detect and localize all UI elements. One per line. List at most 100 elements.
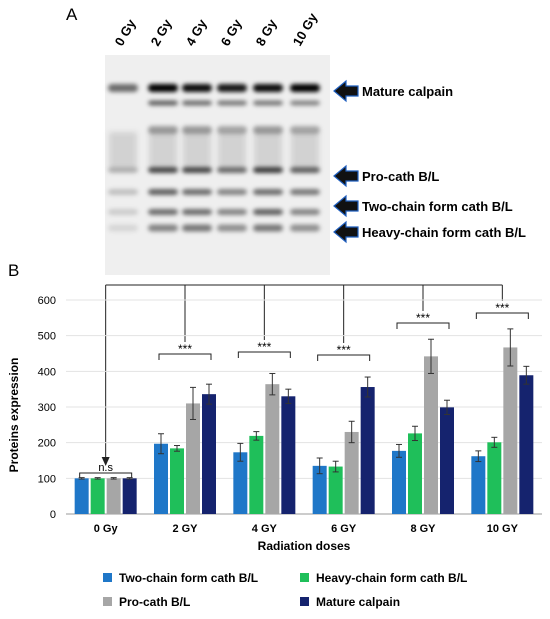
lane-labels: 0 Gy 2 Gy 4 Gy 6 Gy 8 Gy 10 Gy (112, 10, 321, 49)
significance-bracket (317, 354, 371, 361)
lane-label: 8 Gy (253, 16, 280, 49)
y-tick-label: 100 (38, 473, 56, 485)
band-label: Mature calpain (362, 84, 453, 99)
legend-label: Mature calpain (316, 595, 400, 609)
bar (90, 478, 105, 514)
bar (170, 448, 184, 514)
x-tick-label: 0 Gy (94, 523, 119, 535)
significance-label: *** (495, 301, 509, 315)
panel-a-label: A (66, 5, 78, 24)
blot-band (217, 100, 247, 106)
x-axis-label: Radiation doses (258, 539, 351, 553)
bar (487, 442, 502, 514)
y-tick-label: 600 (38, 295, 56, 307)
bar (74, 478, 89, 514)
legend-swatch (103, 573, 112, 582)
legend-label: Two-chain form cath B/L (119, 571, 258, 585)
significance-bracket (396, 322, 450, 329)
blot-band (217, 224, 247, 232)
x-tick-label: 2 GY (172, 523, 198, 535)
legend-swatch (103, 597, 112, 606)
arrow-icon (333, 164, 359, 188)
legend-label: Pro-cath B/L (119, 595, 190, 609)
legend-swatch (300, 573, 309, 582)
blot-band (182, 84, 212, 92)
lane-label: 2 Gy (148, 16, 175, 49)
blot-band (217, 189, 247, 195)
bar-chart: 0 100 200 300 400 500 600 Proteins expression 0 … (7, 295, 542, 553)
blot-band (253, 84, 283, 92)
arrow-icon (333, 220, 359, 244)
x-tick-label: 10 GY (487, 523, 519, 535)
y-tick-label: 300 (38, 402, 56, 414)
y-tick-label: 200 (38, 438, 56, 450)
significance-label: *** (257, 340, 271, 354)
blot-band (290, 167, 320, 173)
blot-band (290, 209, 320, 215)
blot-band (108, 209, 138, 215)
blot-band (108, 189, 138, 195)
western-blot (105, 55, 330, 275)
bar (106, 478, 121, 514)
bar (519, 375, 534, 514)
blot-band (290, 189, 320, 195)
blot-band (253, 167, 283, 173)
y-tick-label: 0 (50, 509, 56, 521)
blot-band (182, 209, 212, 215)
bar (408, 433, 422, 514)
blot-band (148, 167, 178, 173)
bar (233, 452, 248, 514)
significance-bracket (79, 472, 133, 479)
band-label: Heavy-chain form cath B/L (362, 225, 526, 240)
x-tick-label: 8 GY (410, 523, 436, 535)
lane-label: 10 Gy (290, 10, 321, 49)
x-tick-label: 6 GY (331, 523, 357, 535)
bar (471, 456, 486, 514)
blot-band (148, 100, 178, 106)
legend: Two-chain form cath B/L Heavy-chain form … (103, 571, 467, 609)
blot-band (290, 224, 320, 232)
blot-band (108, 167, 138, 173)
bar (328, 466, 343, 514)
lane-label: 4 Gy (183, 16, 210, 49)
significance-label: *** (337, 343, 351, 357)
blot-band (290, 84, 320, 92)
blot-smear (254, 132, 282, 168)
blot-smear (291, 132, 319, 168)
blot-band (108, 84, 138, 92)
bar (440, 407, 454, 514)
blot-band (253, 100, 283, 106)
legend-swatch (300, 597, 309, 606)
blot-band (182, 100, 212, 106)
panel-b-label: B (8, 261, 19, 280)
blot-band (217, 167, 247, 173)
blot-band (148, 224, 178, 232)
arrow-icon (333, 194, 359, 218)
blot-band (108, 224, 138, 232)
blot-band (253, 209, 283, 215)
legend-label: Heavy-chain form cath B/L (316, 571, 467, 585)
blot-band (217, 209, 247, 215)
significance-bracket (158, 353, 212, 360)
blot-band (217, 84, 247, 92)
significance-label: *** (416, 311, 430, 325)
y-tick-label: 500 (38, 331, 56, 343)
blot-smear (149, 132, 177, 168)
blot-band (253, 224, 283, 232)
arrow-down-icon (101, 457, 110, 466)
blot-band (182, 224, 212, 232)
bar (344, 431, 359, 514)
blot-band (148, 209, 178, 215)
blot-band (148, 189, 178, 195)
significance-bracket (475, 312, 529, 319)
bar (202, 394, 216, 514)
bar (122, 478, 137, 514)
bar (186, 403, 200, 514)
blot-band (182, 167, 212, 173)
x-tick-label: 4 GY (252, 523, 278, 535)
blot-band (148, 84, 178, 92)
bar (154, 443, 168, 514)
bar (360, 387, 375, 514)
significance-bracket (237, 351, 291, 358)
